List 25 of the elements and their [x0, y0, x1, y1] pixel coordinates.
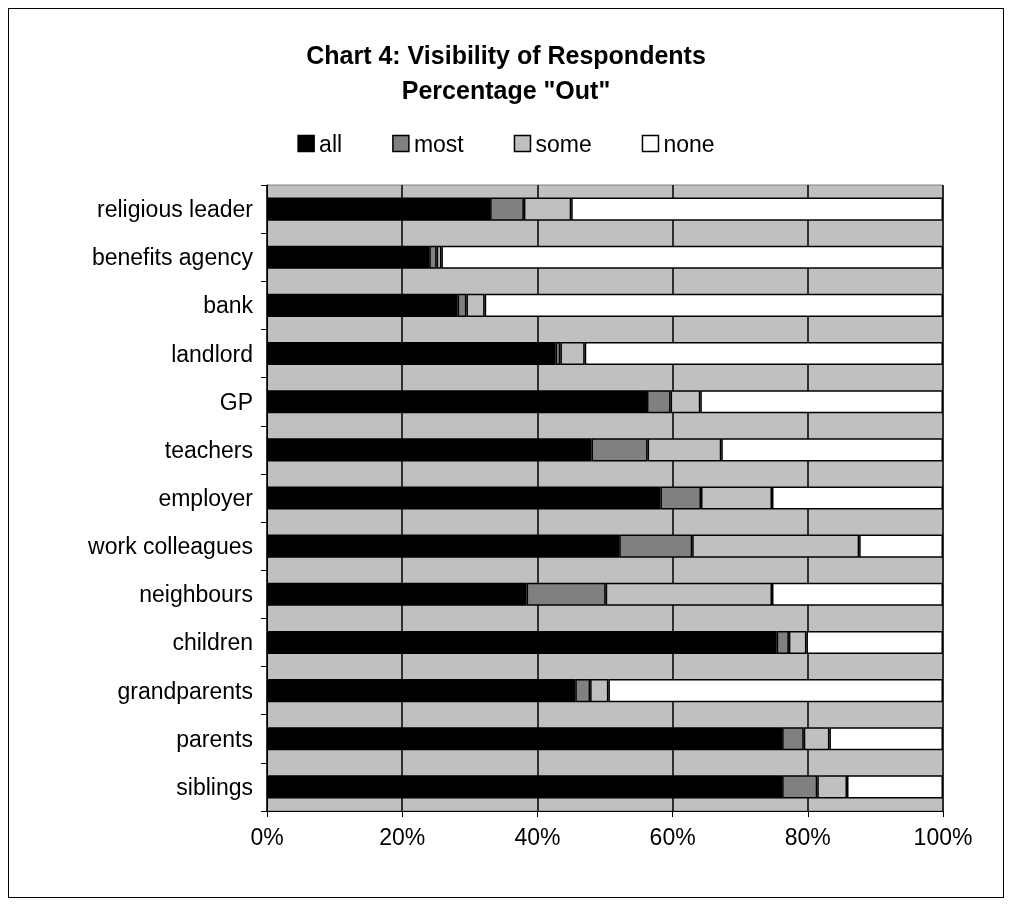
x-tick-label: 80%	[784, 823, 831, 850]
legend-label: most	[413, 130, 465, 157]
x-tick-label: 20%	[379, 823, 426, 850]
legend-label: none	[663, 130, 715, 157]
y-tick-label: neighbours	[139, 581, 253, 608]
y-tick-label: employer	[158, 485, 254, 511]
legend-label: some	[535, 130, 592, 157]
y-tick-label: GP	[219, 388, 253, 415]
chart-subtitle: Percentage "Out"	[401, 75, 611, 104]
x-tick-label: 60%	[649, 823, 696, 850]
y-tick-label: religious leader	[97, 196, 254, 223]
x-tick-label: 0%	[250, 823, 284, 850]
y-tick-label: children	[172, 629, 253, 656]
y-tick-label: grandparents	[117, 677, 253, 704]
y-tick-label: landlord	[171, 340, 253, 367]
y-tick-label: teachers	[164, 436, 253, 463]
y-tick-label: work colleagues	[87, 533, 253, 560]
legend-label: all	[319, 130, 343, 157]
x-tick-label: 40%	[514, 823, 561, 850]
x-tick-label: 100%	[913, 823, 973, 850]
y-tick-label: benefits agency	[91, 244, 254, 271]
y-tick-label: bank	[203, 292, 254, 319]
y-tick-label: parents	[176, 725, 253, 752]
y-tick-label: siblings	[176, 773, 253, 800]
chart-title: Chart 4: Visibility of Respondents	[306, 40, 706, 69]
